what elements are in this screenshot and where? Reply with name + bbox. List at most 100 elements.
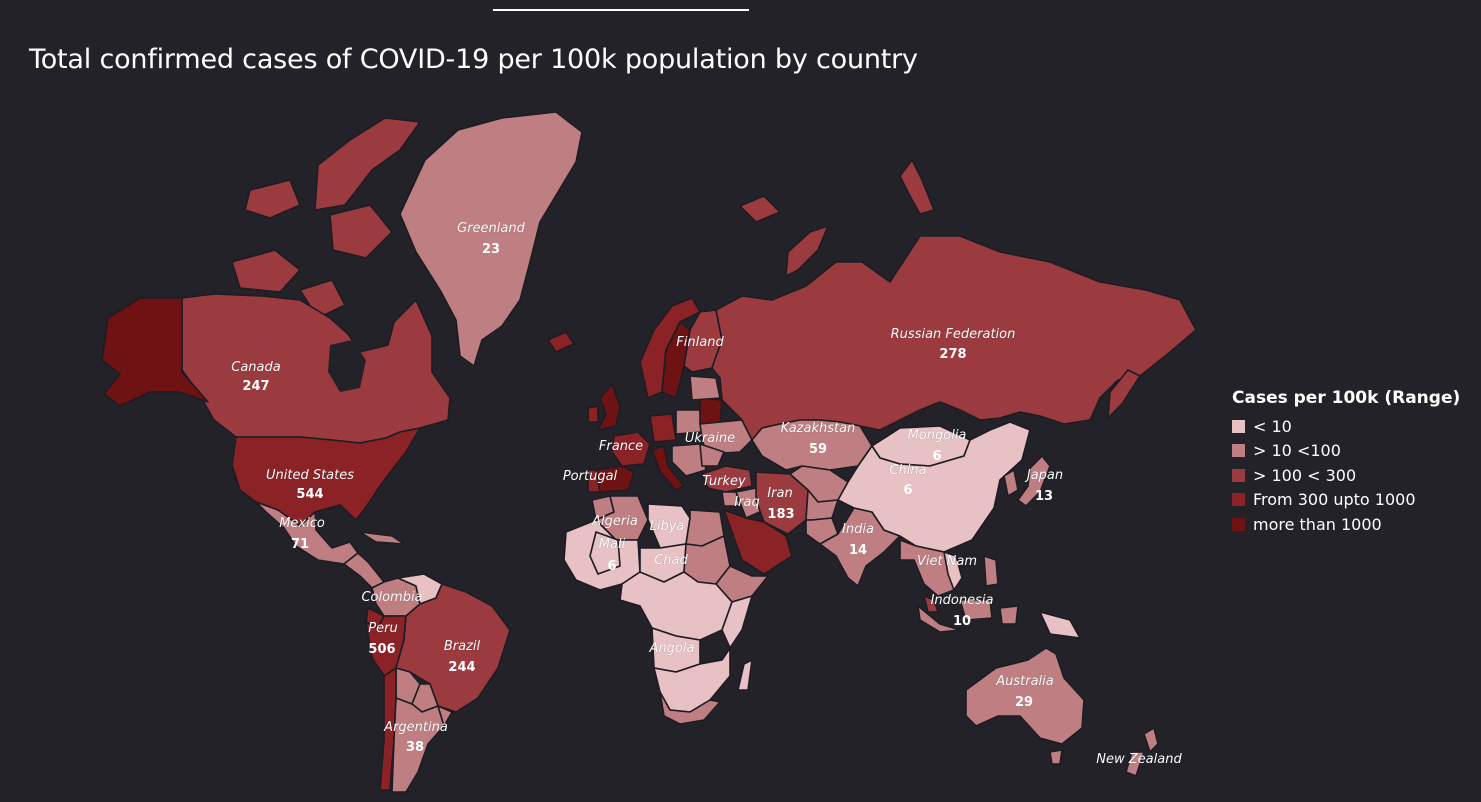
- label-peru-value: 506: [368, 642, 395, 657]
- label-finland-name: Finland: [676, 335, 724, 350]
- label-indonesia-name: Indonesia: [931, 593, 994, 608]
- country-papua-new-guinea[interactable]: [1039, 611, 1081, 639]
- label-argentina-name: Argentina: [383, 720, 448, 735]
- label-peru-name: Peru: [368, 621, 397, 636]
- label-brazil-name: Brazil: [444, 639, 481, 654]
- label-china-name: China: [889, 463, 926, 478]
- country-baltics[interactable]: [689, 375, 721, 401]
- country-iceland[interactable]: [547, 331, 575, 353]
- country-canada[interactable]: [181, 293, 451, 444]
- label-chad-name: Chad: [654, 553, 688, 568]
- country-uruguay[interactable]: [437, 705, 453, 727]
- country-kazakhstan[interactable]: [751, 419, 873, 471]
- country-philippines[interactable]: [983, 555, 999, 587]
- legend-item[interactable]: < 10: [1232, 414, 1460, 439]
- map-legend: Cases per 100k (Range) < 10 > 10 <100 > …: [1232, 388, 1460, 537]
- label-russia-name: Russian Federation: [891, 327, 1016, 342]
- legend-item[interactable]: > 10 <100: [1232, 439, 1460, 464]
- country-australia[interactable]: [965, 647, 1085, 745]
- country-tasmania[interactable]: [1049, 749, 1063, 765]
- country-madagascar[interactable]: [737, 659, 753, 691]
- country-italy[interactable]: [651, 445, 685, 491]
- legend-swatch: [1232, 419, 1245, 433]
- label-turkey-name: Turkey: [702, 474, 746, 489]
- country-russia-novaya-zemlya[interactable]: [785, 225, 829, 277]
- label-portugal-name: Portugal: [563, 469, 618, 484]
- label-mexico-name: Mexico: [279, 516, 325, 531]
- label-india-name: India: [842, 522, 874, 537]
- country-saudi-arabia[interactable]: [723, 509, 793, 575]
- country-norway[interactable]: [639, 297, 701, 399]
- country-russia-kamchatka[interactable]: [1107, 369, 1141, 419]
- country-alaska[interactable]: [101, 297, 209, 407]
- country-malaysia[interactable]: [923, 595, 939, 613]
- label-united-states-value: 544: [296, 487, 323, 502]
- label-iraq-name: Iraq: [734, 495, 759, 510]
- label-mexico-value: 71: [291, 537, 309, 552]
- label-angola-name: Angola: [649, 641, 695, 656]
- country-india[interactable]: [819, 507, 901, 587]
- country-russia-north-islands[interactable]: [899, 159, 935, 215]
- country-balkans[interactable]: [671, 443, 707, 477]
- country-japan[interactable]: [1017, 455, 1051, 507]
- legend-item-label: more than 1000: [1253, 514, 1382, 534]
- legend-item-label: < 10: [1253, 416, 1292, 436]
- country-uk[interactable]: [597, 383, 621, 431]
- label-united-states-name: United States: [266, 468, 354, 483]
- label-iran-name: Iran: [767, 486, 792, 501]
- legend-swatch: [1232, 468, 1245, 482]
- country-belarus[interactable]: [699, 397, 723, 425]
- active-tab-indicator[interactable]: [493, 9, 749, 11]
- country-romania[interactable]: [699, 443, 725, 467]
- country-germany[interactable]: [649, 413, 677, 443]
- label-france-name: France: [599, 439, 643, 454]
- country-russia-svalbard[interactable]: [739, 195, 781, 223]
- country-ireland[interactable]: [587, 405, 599, 423]
- country-mali[interactable]: [589, 531, 621, 575]
- country-cuba[interactable]: [359, 531, 405, 545]
- country-new-zealand[interactable]: [1125, 727, 1159, 777]
- country-france[interactable]: [611, 431, 651, 467]
- label-iran-value: 183: [767, 507, 794, 522]
- country-greenland[interactable]: [399, 111, 583, 367]
- label-mali-value: 6: [607, 559, 616, 574]
- label-mongolia-value: 6: [932, 449, 941, 464]
- country-syria[interactable]: [721, 491, 741, 507]
- country-south-africa[interactable]: [659, 691, 721, 725]
- label-brazil-value: 244: [448, 660, 475, 675]
- legend-item[interactable]: > 100 < 300: [1232, 463, 1460, 488]
- label-india-value: 14: [849, 543, 867, 558]
- label-japan-name: Japan: [1024, 468, 1063, 483]
- country-turkey[interactable]: [701, 465, 753, 493]
- country-portugal[interactable]: [587, 469, 601, 493]
- label-china-value: 6: [903, 483, 912, 498]
- label-argentina-value: 38: [406, 740, 424, 755]
- label-kazakhstan-name: Kazakhstan: [781, 421, 856, 436]
- legend-item-label: > 10 <100: [1253, 441, 1341, 461]
- label-russia-value: 278: [939, 347, 966, 362]
- label-ukraine-name: Ukraine: [685, 431, 735, 446]
- legend-title: Cases per 100k (Range): [1232, 388, 1461, 408]
- hudson-bay: [328, 340, 366, 392]
- country-mexico[interactable]: [255, 501, 359, 565]
- country-argentina[interactable]: [391, 697, 445, 793]
- legend-item[interactable]: From 300 upto 1000: [1232, 488, 1460, 513]
- label-libya-name: Libya: [650, 519, 685, 534]
- label-algeria-name: Algeria: [591, 514, 638, 529]
- label-greenland-name: Greenland: [457, 221, 525, 236]
- label-japan-value: 13: [1035, 489, 1053, 504]
- legend-item-label: > 100 < 300: [1253, 465, 1357, 485]
- country-vietnam[interactable]: [943, 551, 963, 591]
- legend-item[interactable]: more than 1000: [1232, 512, 1460, 537]
- country-canada-arctic[interactable]: [231, 117, 421, 319]
- map-title: Total confirmed cases of COVID-19 per 10…: [29, 44, 918, 75]
- legend-swatch: [1232, 517, 1245, 531]
- label-vietnam-name: Viet Nam: [917, 554, 977, 569]
- country-china[interactable]: [837, 421, 1031, 553]
- label-mongolia-name: Mongolia: [908, 428, 967, 443]
- country-east-africa[interactable]: [721, 595, 753, 649]
- country-korea[interactable]: [1003, 469, 1019, 497]
- label-australia-name: Australia: [995, 674, 1054, 689]
- country-chile[interactable]: [379, 667, 397, 791]
